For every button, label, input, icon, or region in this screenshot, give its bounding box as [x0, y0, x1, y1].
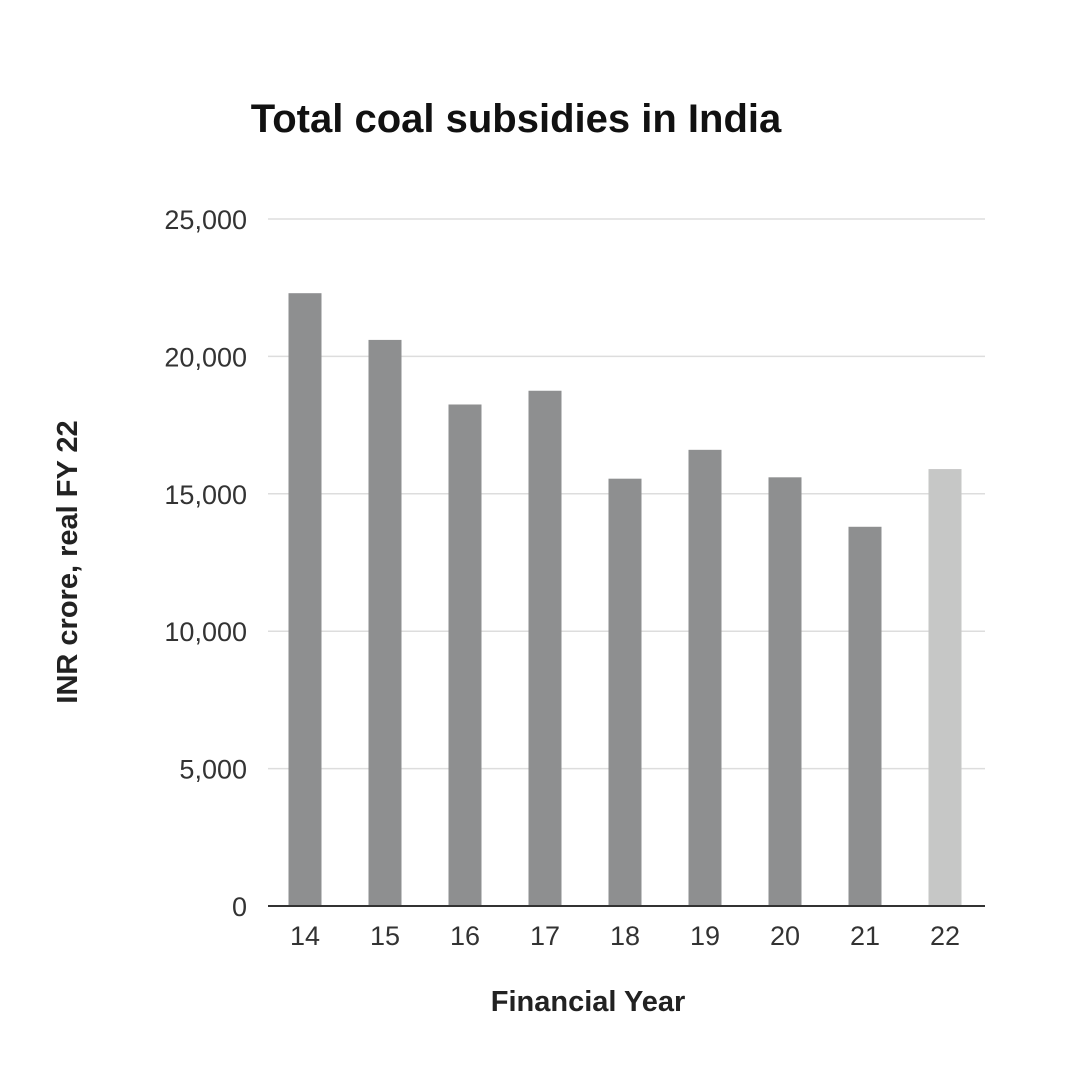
x-tick-label: 17	[530, 921, 560, 951]
x-tick-label: 18	[610, 921, 640, 951]
chart-title: Total coal subsidies in India	[251, 97, 782, 141]
x-tick-label: 22	[930, 921, 960, 951]
x-tick-label: 21	[850, 921, 880, 951]
y-tick-label: 15,000	[164, 480, 247, 510]
y-tick-label: 0	[232, 892, 247, 922]
bar-fy-20	[768, 477, 802, 906]
y-tick-label: 10,000	[164, 617, 247, 647]
bar-fy-18	[608, 478, 642, 906]
bar-fy-22	[928, 469, 962, 906]
x-tick-label: 19	[690, 921, 720, 951]
x-tick-label: 15	[370, 921, 400, 951]
x-tick-label: 14	[290, 921, 320, 951]
x-tick-label: 20	[770, 921, 800, 951]
x-axis-ticks: 14 15 16 17 18 19 20 21 22	[290, 921, 960, 951]
y-tick-label: 25,000	[164, 205, 247, 235]
y-tick-label: 5,000	[179, 755, 247, 785]
y-axis-title: INR crore, real FY 22	[52, 420, 84, 703]
bar-fy-17	[528, 390, 562, 906]
bar-fy-21	[848, 526, 882, 906]
bars	[288, 293, 962, 906]
x-axis-title: Financial Year	[491, 986, 686, 1018]
bar-fy-16	[448, 404, 482, 906]
x-tick-label: 16	[450, 921, 480, 951]
y-axis-ticks: 0 5,000 10,000 15,000 20,000 25,000	[164, 205, 247, 922]
y-tick-label: 20,000	[164, 342, 247, 372]
bar-fy-19	[688, 449, 722, 906]
bar-fy-14	[288, 293, 322, 906]
bar-fy-15	[368, 339, 402, 906]
